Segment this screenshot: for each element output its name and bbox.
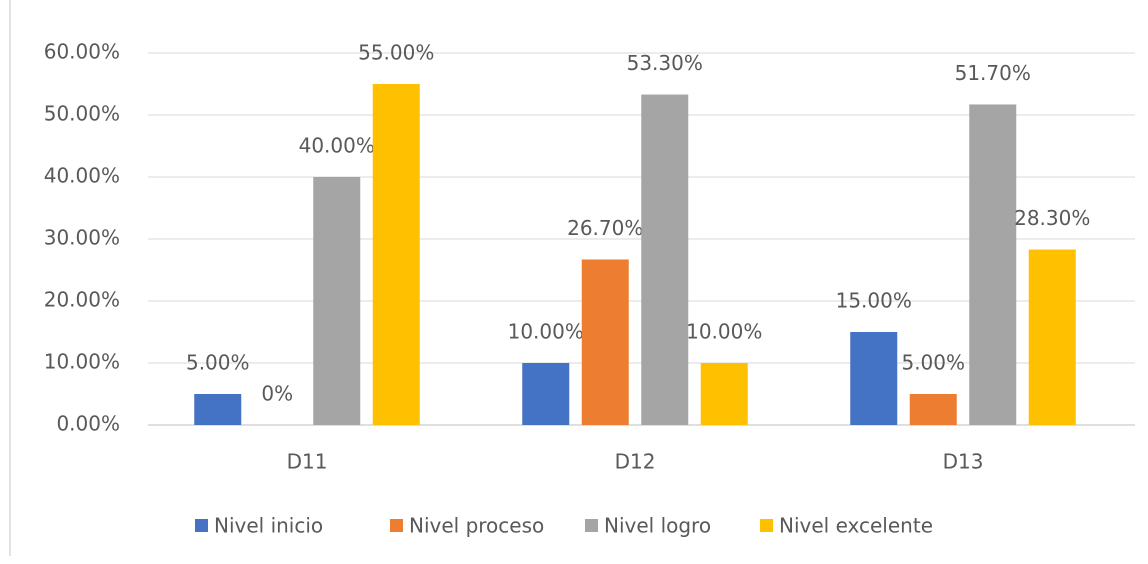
y-tick-label: 10.00% [44,350,120,374]
y-tick-label: 0.00% [56,412,120,436]
legend-swatch [195,519,208,532]
data-label: 28.30% [1014,206,1090,230]
legend-label: Nivel proceso [409,514,544,538]
bar [909,394,957,425]
bar [372,84,420,425]
y-tick-label: 50.00% [44,102,120,126]
y-tick-label: 60.00% [44,40,120,64]
bar [969,104,1017,426]
data-label: 55.00% [358,41,434,65]
data-label: 40.00% [299,134,375,158]
data-label: 26.70% [567,216,643,240]
legend-label: Nivel inicio [214,514,323,538]
data-label: 5.00% [901,351,965,375]
data-label: 53.30% [627,51,703,75]
bar [581,259,629,425]
data-label: 0% [261,382,293,406]
bar [700,363,748,425]
bar [522,363,570,425]
x-tick-label: D12 [615,450,656,474]
bar [1028,249,1076,425]
y-tick-label: 40.00% [44,164,120,188]
data-label: 10.00% [686,320,762,344]
x-tick-label: D11 [287,450,328,474]
data-label: 51.70% [955,61,1031,85]
data-label: 15.00% [836,289,912,313]
y-tick-label: 30.00% [44,226,120,250]
legend-swatch [585,519,598,532]
bar [850,332,898,425]
bar [641,94,689,425]
data-label: 5.00% [186,351,250,375]
bar [194,394,242,425]
x-tick-label: D13 [943,450,984,474]
data-label: 10.00% [508,320,584,344]
legend-label: Nivel excelente [779,514,933,538]
bar [313,177,361,425]
legend-label: Nivel logro [604,514,711,538]
legend-swatch [390,519,403,532]
legend-swatch [760,519,773,532]
y-tick-label: 20.00% [44,288,120,312]
